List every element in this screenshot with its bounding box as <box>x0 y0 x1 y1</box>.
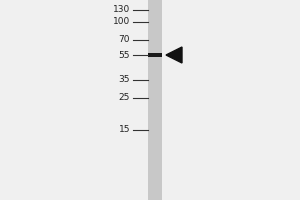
Text: 15: 15 <box>118 126 130 134</box>
Text: 35: 35 <box>118 75 130 84</box>
Bar <box>148 53 162 57</box>
Text: 70: 70 <box>118 36 130 45</box>
Text: 100: 100 <box>113 18 130 26</box>
Text: 55: 55 <box>118 50 130 60</box>
Bar <box>148 0 162 200</box>
Text: 130: 130 <box>113 5 130 15</box>
Text: 25: 25 <box>118 94 130 102</box>
Polygon shape <box>166 47 182 63</box>
